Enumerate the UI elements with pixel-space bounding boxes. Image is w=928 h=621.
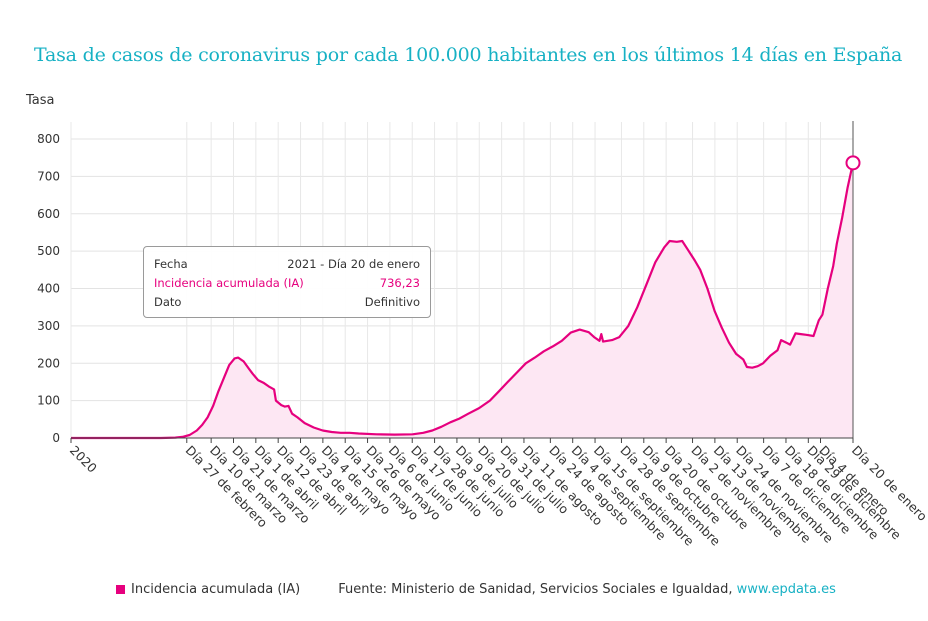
- y-tick-label: 800: [37, 132, 60, 146]
- x-tick-label: 2020: [67, 443, 100, 476]
- series-area: [71, 162, 853, 439]
- tooltip-row-dato: Dato Definitivo: [154, 293, 420, 312]
- y-tick-label: 400: [37, 282, 60, 296]
- tooltip-dato-label: Dato: [154, 295, 182, 309]
- y-tick-label: 500: [37, 244, 60, 258]
- highlight-marker: [845, 155, 861, 171]
- source-link[interactable]: www.epdata.es: [736, 582, 836, 597]
- y-tick-label: 600: [37, 207, 60, 221]
- tooltip: Fecha 2021 - Día 20 de enero Incidencia …: [143, 246, 431, 318]
- y-tick-label: 0: [52, 431, 60, 445]
- y-tick-label: 200: [37, 356, 60, 370]
- series-line: [71, 162, 855, 440]
- legend: Incidencia acumulada (IA) Fuente: Minist…: [116, 582, 836, 597]
- tooltip-ia-value: 736,23: [379, 276, 420, 290]
- tooltip-dato-value: Definitivo: [364, 295, 420, 309]
- legend-swatch[interactable]: [116, 585, 125, 594]
- tooltip-row-date: Fecha 2021 - Día 20 de enero: [154, 255, 420, 274]
- y-tick-label: 700: [37, 169, 60, 183]
- source-text: Fuente: Ministerio de Sanidad, Servicios…: [338, 582, 836, 597]
- tooltip-date-value: 2021 - Día 20 de enero: [287, 257, 420, 271]
- tooltip-date-label: Fecha: [154, 257, 188, 271]
- tooltip-ia-label: Incidencia acumulada (IA): [154, 276, 304, 290]
- y-tick-label: 300: [37, 319, 60, 333]
- y-axis-title: Tasa: [25, 93, 55, 108]
- source-credit: Fuente: Ministerio de Sanidad, Servicios…: [338, 582, 733, 597]
- legend-label[interactable]: Incidencia acumulada (IA): [131, 582, 301, 597]
- series-layer: [71, 121, 861, 440]
- y-tick-label: 100: [37, 394, 60, 408]
- y-axis-ticks: 0 100 200 300 400 500 600 700 800: [37, 132, 60, 445]
- tooltip-row-ia: Incidencia acumulada (IA) 736,23: [154, 274, 420, 293]
- chart-title: Tasa de casos de coronavirus por cada 10…: [34, 44, 903, 66]
